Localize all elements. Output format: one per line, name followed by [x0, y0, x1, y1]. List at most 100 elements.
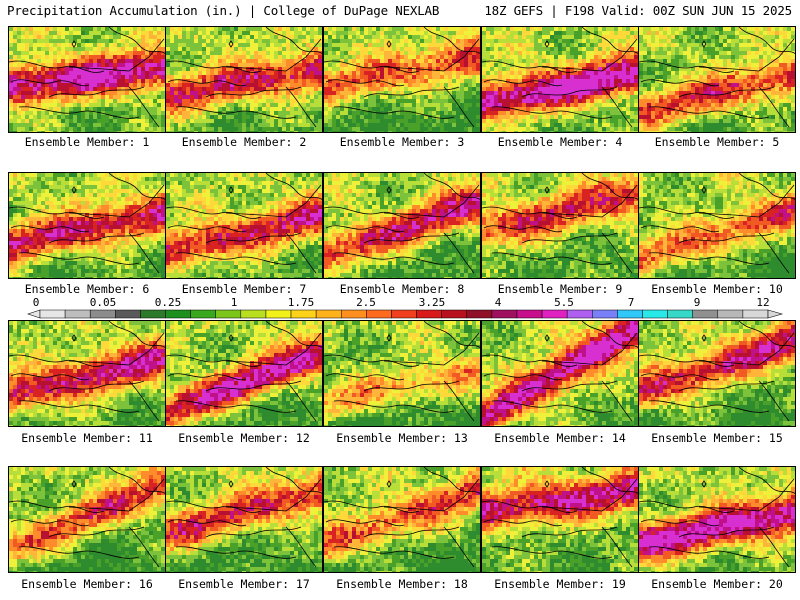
map-boundary-line: [541, 478, 638, 512]
map-boundary-line: [383, 38, 480, 72]
ensemble-member-map: [8, 26, 166, 133]
ensemble-member-label: Ensemble Member: 2: [165, 135, 323, 149]
map-boundary-line: [482, 206, 578, 219]
map-boundary-line: [265, 27, 322, 55]
colorbar-swatch: [115, 309, 141, 319]
ensemble-member-map: [638, 26, 796, 133]
map-boundary-line: [108, 467, 165, 495]
map-boundary-line: [108, 173, 165, 201]
map-boundary-line: [639, 60, 735, 73]
map-boundary-line: [128, 526, 160, 568]
map-boundary-line: [423, 467, 480, 495]
map-boundary-line: [167, 519, 247, 527]
map-boundary-line: [640, 225, 720, 233]
colorbar-swatch: [617, 309, 643, 319]
map-boundary-line: [738, 27, 795, 55]
map-boundary-line: [225, 478, 322, 512]
island-outline: [228, 334, 234, 342]
ensemble-member-label: Ensemble Member: 16: [8, 577, 166, 591]
map-boundary-line: [175, 400, 297, 413]
map-boundary-line: [324, 500, 420, 513]
colorbar-swatch: [89, 309, 116, 319]
map-boundary-line: [443, 380, 475, 422]
island-outline: [544, 40, 550, 48]
map-boundary-line: [483, 519, 563, 527]
map-boundary-line: [639, 354, 735, 367]
map-boundary-line: [363, 380, 460, 392]
map-boundary-line: [601, 380, 633, 422]
ensemble-member-map: [8, 172, 166, 279]
ensemble-member-map: [638, 320, 796, 427]
map-boundary-line: [205, 380, 302, 392]
map-boundary-line: [108, 27, 165, 55]
map-boundary-line: [9, 206, 105, 219]
map-boundary-line: [10, 373, 90, 381]
map-boundary-line: [383, 184, 480, 218]
colorbar-tick-label: 1: [231, 296, 238, 309]
map-boundary-line: [698, 38, 795, 72]
map-boundary-line: [325, 225, 405, 233]
map-boundary-line: [18, 400, 140, 413]
island-outline: [544, 186, 550, 194]
map-boundary-line: [48, 526, 145, 538]
island-outline: [544, 480, 550, 488]
map-boundary-line: [482, 500, 578, 513]
ensemble-member-map: [481, 320, 639, 427]
map-boundary-line: [738, 173, 795, 201]
map-boundary-line: [10, 225, 90, 233]
map-boundary-line: [363, 86, 460, 98]
colorbar-swatch: [140, 309, 166, 319]
map-boundary-line: [758, 380, 790, 422]
map-boundary-line: [482, 354, 578, 367]
colorbar-swatch: [64, 309, 91, 319]
map-boundary-line: [698, 184, 795, 218]
colorbar-swatch: [215, 309, 242, 319]
colorbar-swatch: [491, 309, 518, 319]
ensemble-member-map: [638, 172, 796, 279]
colorbar-swatch: [165, 309, 191, 319]
map-boundary-line: [10, 79, 90, 87]
precipitation-field: [9, 27, 165, 132]
ensemble-member-label: Ensemble Member: 15: [638, 431, 796, 445]
map-boundary-line: [167, 225, 247, 233]
map-boundary-line: [205, 86, 302, 98]
map-boundary-line: [18, 252, 140, 265]
map-boundary-line: [541, 38, 638, 72]
map-boundary-line: [698, 332, 795, 366]
map-boundary-line: [128, 380, 160, 422]
ensemble-member-map: [323, 466, 481, 573]
map-boundary-line: [482, 60, 578, 73]
map-boundary-line: [128, 86, 160, 128]
map-boundary-line: [325, 79, 405, 87]
map-boundary-line: [640, 79, 720, 87]
map-boundary-line: [175, 106, 297, 119]
island-outline: [71, 40, 77, 48]
map-boundary-line: [68, 478, 165, 512]
ensemble-member-map: [165, 466, 323, 573]
colorbar-swatch: [466, 309, 493, 319]
map-boundary-line: [205, 526, 302, 538]
colorbar-tick-label: 7: [628, 296, 635, 309]
island-outline: [701, 480, 707, 488]
map-boundary-line: [68, 38, 165, 72]
ensemble-member-label: Ensemble Member: 10: [638, 282, 796, 296]
map-boundary-line: [678, 526, 775, 538]
ensemble-member-map: [323, 320, 481, 427]
ensemble-member-label: Ensemble Member: 19: [481, 577, 639, 591]
map-boundary-line: [483, 79, 563, 87]
precipitation-field: [166, 173, 322, 278]
ensemble-member-label: Ensemble Member: 17: [165, 577, 323, 591]
ensemble-member-map: [323, 172, 481, 279]
map-boundary-line: [648, 400, 770, 413]
colorbar-swatch: [340, 309, 367, 319]
map-boundary-line: [333, 252, 455, 265]
colorbar-swatch: [315, 309, 342, 319]
island-outline: [544, 334, 550, 342]
map-boundary-line: [423, 27, 480, 55]
ensemble-member-label: Ensemble Member: 1: [8, 135, 166, 149]
precipitation-field: [166, 467, 322, 572]
map-boundary-line: [333, 546, 455, 559]
precipitation-field: [639, 27, 795, 132]
map-boundary-line: [9, 500, 105, 513]
map-boundary-line: [18, 546, 140, 559]
